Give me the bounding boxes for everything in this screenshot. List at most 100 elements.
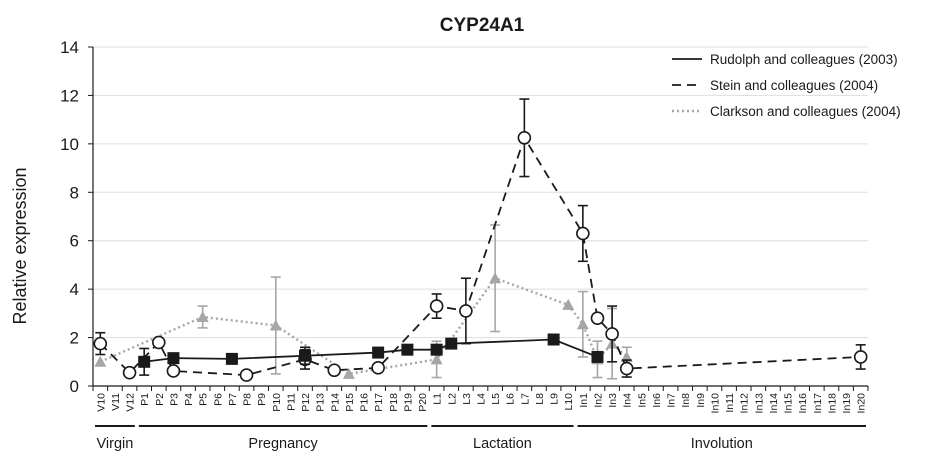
point-rudolph-l2 bbox=[445, 337, 458, 350]
x-tick-label-in3: In3 bbox=[607, 393, 619, 408]
x-tick-label-p9: P9 bbox=[256, 393, 268, 406]
point-stein-p8 bbox=[239, 368, 254, 382]
point-stein-p17 bbox=[371, 361, 385, 375]
y-tick-label-4: 4 bbox=[70, 280, 79, 299]
point-stein-in20 bbox=[853, 350, 868, 364]
x-tick-label-in16: In16 bbox=[797, 393, 809, 414]
point-clarkson-l10 bbox=[562, 298, 575, 310]
legend-label-stein: Stein and colleagues (2004) bbox=[710, 78, 878, 93]
x-tick-label-v10: V10 bbox=[95, 393, 107, 412]
point-stein-l7 bbox=[517, 131, 532, 145]
x-tick-label-in4: In4 bbox=[622, 393, 634, 408]
phase-label-involution: Involution bbox=[691, 436, 753, 452]
x-tick-label-l2: L2 bbox=[446, 393, 458, 405]
y-axis-ticks: 0 2 4 6 8 10 12 14 bbox=[60, 38, 93, 396]
point-clarkson-in4 bbox=[620, 350, 633, 362]
point-clarkson-l5 bbox=[489, 272, 502, 284]
point-rudolph-p12 bbox=[299, 349, 312, 362]
x-tick-label-p6: P6 bbox=[212, 393, 224, 406]
y-tick-label-6: 6 bbox=[70, 232, 79, 251]
x-tick-label-p5: P5 bbox=[198, 393, 210, 406]
legend-label-clarkson: Clarkson and colleagues (2004) bbox=[710, 104, 901, 119]
x-tick-label-in15: In15 bbox=[783, 393, 795, 414]
x-tick-label-in1: In1 bbox=[578, 393, 590, 408]
x-tick-label-p11: P11 bbox=[285, 393, 297, 411]
series-line-rudolph bbox=[144, 338, 598, 363]
x-tick-label-p12: P12 bbox=[300, 393, 312, 412]
point-rudolph-p1 bbox=[138, 355, 151, 368]
x-tick-label-l3: L3 bbox=[461, 393, 473, 405]
phase-brackets: Virgin Pregnancy Lactation Involution bbox=[95, 425, 866, 452]
x-tick-label-in14: In14 bbox=[768, 393, 780, 414]
x-tick-label-p15: P15 bbox=[344, 393, 356, 412]
y-tick-label-8: 8 bbox=[70, 183, 79, 202]
x-tick-label-p7: P7 bbox=[227, 393, 239, 406]
x-tick-label-in8: In8 bbox=[680, 393, 692, 408]
phase-label-pregnancy: Pregnancy bbox=[248, 436, 318, 452]
x-tick-label-p14: P14 bbox=[329, 393, 341, 412]
point-rudolph-l1 bbox=[430, 343, 443, 356]
point-rudolph-p17 bbox=[372, 346, 385, 359]
x-tick-label-v12: V12 bbox=[125, 393, 137, 412]
chart-title: CYP24A1 bbox=[440, 15, 525, 36]
legend-label-rudolph: Rudolph and colleagues (2003) bbox=[710, 52, 898, 67]
x-tick-label-p17: P17 bbox=[373, 393, 385, 412]
point-stein-l1 bbox=[429, 299, 444, 313]
y-axis-label: Relative expression bbox=[10, 167, 30, 324]
y-tick-label-12: 12 bbox=[60, 86, 79, 105]
point-stein-in3 bbox=[605, 327, 619, 341]
series-line-stein bbox=[99, 135, 861, 377]
y-tick-label-14: 14 bbox=[60, 38, 79, 57]
x-tick-label-v11: V11 bbox=[110, 393, 122, 411]
x-tick-label-p1: P1 bbox=[139, 393, 151, 406]
point-stein-l3 bbox=[459, 304, 473, 318]
x-axis-ticks: V10 V11 V12 P1 P2 P3 P4 P5 P6 P7 P8 P9 P10 P11 P12 P13 P… bbox=[92, 386, 869, 414]
phase-label-virgin: Virgin bbox=[97, 436, 134, 452]
point-rudolph-p3 bbox=[167, 352, 180, 365]
point-stein-p14 bbox=[327, 363, 342, 378]
series-clarkson bbox=[94, 224, 633, 380]
x-tick-label-in11: In11 bbox=[724, 393, 736, 413]
series-stein bbox=[93, 98, 868, 382]
x-tick-label-p19: P19 bbox=[402, 393, 414, 412]
x-tick-label-p8: P8 bbox=[242, 393, 254, 406]
x-tick-label-p4: P4 bbox=[183, 393, 195, 406]
x-tick-label-in18: In18 bbox=[826, 393, 838, 414]
x-tick-label-p18: P18 bbox=[388, 393, 400, 412]
x-tick-label-l6: L6 bbox=[505, 393, 517, 405]
x-tick-label-p20: P20 bbox=[417, 393, 429, 412]
point-clarkson-l1 bbox=[430, 353, 443, 365]
x-tick-label-l1: L1 bbox=[432, 393, 444, 405]
point-rudolph-p7 bbox=[225, 352, 238, 365]
x-tick-label-p3: P3 bbox=[168, 393, 180, 406]
x-tick-label-l10: L10 bbox=[563, 393, 575, 411]
gridlines bbox=[93, 46, 868, 339]
x-tick-label-p16: P16 bbox=[359, 393, 371, 412]
point-stein-v10 bbox=[93, 336, 108, 351]
x-tick-label-in7: In7 bbox=[666, 393, 678, 408]
x-tick-label-in20: In20 bbox=[856, 393, 868, 414]
axes bbox=[92, 47, 868, 387]
point-stein-p2 bbox=[152, 335, 166, 350]
x-tick-label-l8: L8 bbox=[534, 393, 546, 405]
point-clarkson-in1 bbox=[576, 318, 589, 330]
phase-label-lactation: Lactation bbox=[473, 436, 532, 452]
x-tick-label-l5: L5 bbox=[490, 393, 502, 405]
point-stein-in4 bbox=[619, 361, 634, 376]
point-rudolph-in2 bbox=[591, 350, 604, 363]
point-stein-v12 bbox=[122, 365, 137, 380]
x-tick-label-in5: In5 bbox=[636, 393, 648, 408]
x-tick-label-p10: P10 bbox=[271, 393, 283, 412]
x-tick-label-l7: L7 bbox=[519, 393, 531, 405]
y-tick-label-10: 10 bbox=[60, 135, 79, 154]
point-stein-p3 bbox=[166, 364, 181, 378]
x-tick-label-in19: In19 bbox=[841, 393, 853, 414]
y-tick-label-0: 0 bbox=[70, 377, 79, 396]
y-tick-label-2: 2 bbox=[70, 329, 79, 348]
x-tick-label-in10: In10 bbox=[709, 393, 721, 414]
point-clarkson-p15 bbox=[342, 367, 355, 379]
x-tick-label-p13: P13 bbox=[315, 393, 327, 412]
point-rudolph-p19 bbox=[401, 343, 414, 356]
point-clarkson-p5 bbox=[196, 310, 209, 322]
